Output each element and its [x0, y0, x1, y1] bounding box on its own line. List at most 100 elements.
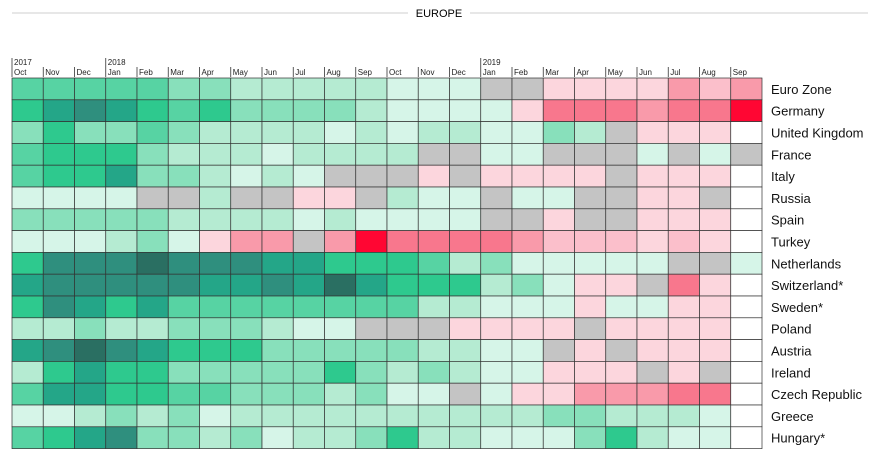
heatmap-cell — [574, 382, 607, 406]
heatmap-cell — [292, 252, 325, 275]
heatmap-cell — [417, 121, 450, 144]
heatmap-cell — [42, 186, 75, 210]
year-label: 2019 — [483, 58, 501, 67]
heatmap-cell — [480, 273, 513, 297]
heatmap-cell — [42, 143, 75, 166]
heatmap-cell — [542, 426, 575, 449]
heatmap-cell — [542, 186, 575, 210]
heatmap-cell — [105, 208, 138, 231]
heatmap-cell — [699, 382, 732, 406]
heatmap-cell — [167, 339, 200, 362]
heatmap-cell — [42, 208, 75, 231]
heatmap-cell — [230, 317, 263, 340]
heatmap-cell — [417, 77, 450, 101]
heatmap-cell — [292, 186, 325, 210]
row-label: Czech Republic — [771, 387, 863, 402]
heatmap-cell — [105, 164, 138, 188]
heatmap-cell — [105, 273, 138, 297]
heatmap-cell — [449, 426, 482, 449]
heatmap-cell — [449, 317, 482, 340]
heatmap-cell — [261, 208, 294, 231]
row-label: Hungary* — [771, 431, 825, 446]
heatmap-cell — [605, 164, 638, 188]
heatmap-cell — [480, 143, 513, 166]
heatmap-cell — [292, 208, 325, 231]
heatmap-cell — [605, 143, 638, 166]
heatmap-cell — [480, 339, 513, 362]
heatmap-cell — [542, 404, 575, 428]
heatmap-cell — [11, 382, 44, 406]
heatmap-cell — [605, 208, 638, 231]
heatmap-cell — [449, 252, 482, 275]
heatmap-cell — [261, 252, 294, 275]
heatmap-cell — [136, 143, 169, 166]
heatmap-cell — [417, 164, 450, 188]
heatmap-cell — [386, 208, 419, 231]
heatmap-cell — [261, 99, 294, 122]
heatmap-cell — [167, 99, 200, 122]
heatmap-cell — [42, 77, 75, 101]
heatmap-cell — [636, 77, 669, 101]
heatmap-cell — [74, 382, 107, 406]
heatmap-cell — [386, 295, 419, 319]
row-label: United Kingdom — [771, 126, 864, 141]
heatmap-cell — [730, 426, 763, 449]
heatmap-cell — [355, 361, 388, 384]
heatmap-cell — [574, 164, 607, 188]
heatmap-cell — [324, 273, 357, 297]
heatmap-cell — [699, 426, 732, 449]
heatmap-cell — [230, 121, 263, 144]
heatmap-cell — [386, 77, 419, 101]
heatmap-cell — [292, 230, 325, 253]
heatmap-cell — [667, 252, 700, 275]
heatmap-cell — [511, 143, 544, 166]
heatmap-cell — [511, 361, 544, 384]
heatmap-cell — [324, 426, 357, 449]
row-label: Euro Zone — [771, 82, 832, 97]
heatmap-cell — [542, 208, 575, 231]
heatmap-cell — [417, 317, 450, 340]
heatmap-cell — [292, 143, 325, 166]
heatmap-cell — [136, 317, 169, 340]
heatmap-cell — [699, 361, 732, 384]
heatmap-cell — [105, 186, 138, 210]
row-label: Ireland — [771, 365, 811, 380]
heatmap-cell — [199, 143, 232, 166]
row-label: Greece — [771, 409, 814, 424]
heatmap-cell — [605, 382, 638, 406]
heatmap-cell — [167, 426, 200, 449]
heatmap-cell — [636, 164, 669, 188]
heatmap-cell — [417, 230, 450, 253]
month-label: Aug — [702, 68, 716, 77]
heatmap-cell — [167, 143, 200, 166]
heatmap-cell — [386, 382, 419, 406]
heatmap-cell — [292, 99, 325, 122]
heatmap-cell — [167, 295, 200, 319]
heatmap-cell — [699, 143, 732, 166]
heatmap-cell — [480, 164, 513, 188]
heatmap-cell — [417, 382, 450, 406]
heatmap-cell — [105, 295, 138, 319]
row-label: Switzerland* — [771, 278, 843, 293]
heatmap-cell — [74, 295, 107, 319]
month-label: May — [608, 68, 623, 77]
heatmap-cell — [636, 404, 669, 428]
heatmap-cell — [230, 404, 263, 428]
heatmap-cell — [511, 382, 544, 406]
heatmap-cell — [730, 295, 763, 319]
heatmap-cell — [74, 361, 107, 384]
month-label: Dec — [77, 68, 91, 77]
heatmap-cell — [11, 164, 44, 188]
heatmap-cell — [199, 317, 232, 340]
heatmap-cell — [292, 404, 325, 428]
year-label: 2017 — [14, 58, 32, 67]
heatmap-cell — [386, 230, 419, 253]
heatmap-cell — [136, 339, 169, 362]
heatmap-cell — [449, 339, 482, 362]
heatmap-cell — [574, 317, 607, 340]
heatmap-cell — [730, 99, 763, 122]
heatmap-cell — [386, 339, 419, 362]
heatmap-cell — [355, 382, 388, 406]
heatmap-cell — [667, 77, 700, 101]
heatmap-cell — [605, 295, 638, 319]
